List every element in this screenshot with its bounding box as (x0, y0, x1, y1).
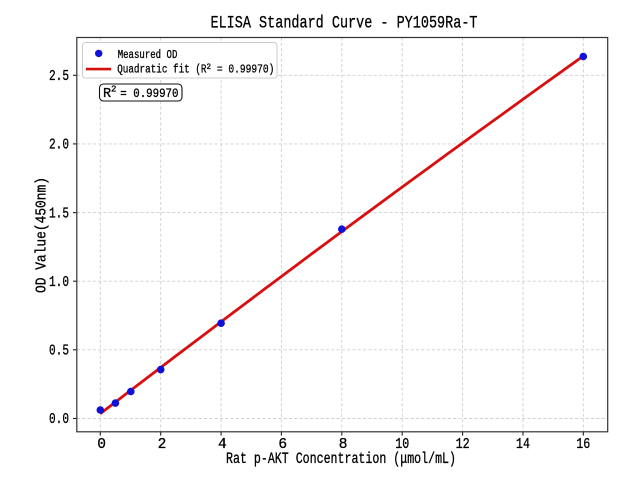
svg-text:8: 8 (339, 437, 348, 453)
svg-text:2: 2 (158, 437, 167, 453)
svg-text:2.5: 2.5 (49, 69, 69, 85)
svg-text:2: 2 (111, 85, 116, 95)
svg-text:10: 10 (395, 437, 409, 453)
svg-text:14: 14 (516, 437, 530, 453)
svg-text:Quadratic fit (R: Quadratic fit (R (117, 62, 206, 76)
svg-text:ELISA Standard Curve - PY1059R: ELISA Standard Curve - PY1059Ra-T (211, 13, 478, 33)
svg-text:0.0: 0.0 (49, 412, 69, 428)
svg-text:= 0.99970: = 0.99970 (120, 86, 178, 101)
svg-text:4: 4 (218, 437, 227, 453)
svg-text:Measured OD: Measured OD (118, 48, 178, 62)
svg-text:0: 0 (97, 437, 106, 453)
svg-text:6: 6 (278, 437, 287, 453)
svg-text:2.0: 2.0 (49, 138, 69, 154)
svg-text:1.0: 1.0 (49, 275, 69, 291)
svg-text:OD Value(450nm): OD Value(450nm) (35, 177, 51, 293)
svg-text:0.5: 0.5 (49, 344, 69, 360)
svg-text:16: 16 (576, 437, 590, 453)
svg-text:Rat p-AKT Concentration (μmol/: Rat p-AKT Concentration (μmol/mL) (226, 450, 456, 468)
svg-text:1.5: 1.5 (49, 206, 69, 222)
svg-text:2: 2 (207, 63, 212, 72)
svg-text:12: 12 (456, 437, 470, 453)
svg-text:R: R (103, 87, 111, 102)
svg-text:= 0.99970): = 0.99970) (217, 62, 275, 76)
